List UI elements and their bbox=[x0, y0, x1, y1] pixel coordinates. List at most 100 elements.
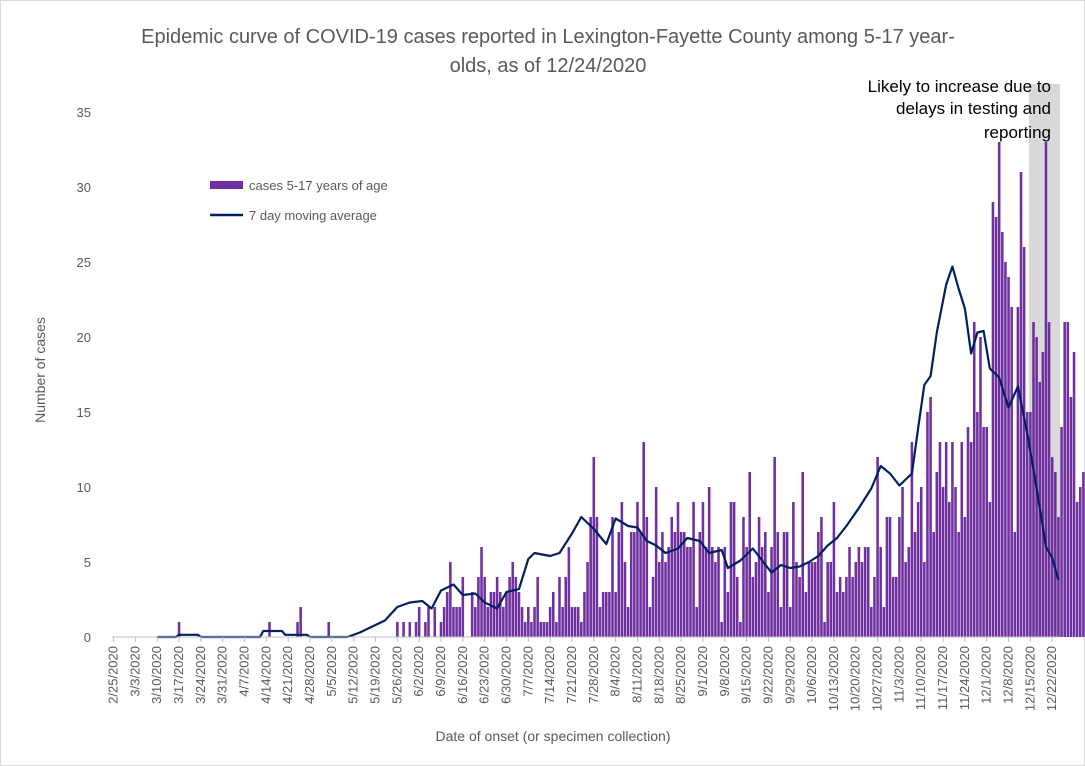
case-bar bbox=[536, 577, 539, 637]
case-bar bbox=[564, 577, 568, 637]
case-bar bbox=[520, 607, 524, 637]
case-bar bbox=[757, 517, 761, 637]
case-bar bbox=[586, 562, 589, 637]
bar-series bbox=[177, 142, 1085, 637]
x-tick-label: 9/15/2020 bbox=[739, 646, 754, 704]
case-bar bbox=[296, 622, 299, 637]
case-bar bbox=[424, 622, 427, 637]
case-bar bbox=[679, 532, 683, 637]
case-bar bbox=[576, 607, 580, 637]
case-bar bbox=[795, 562, 798, 637]
case-bar bbox=[402, 622, 405, 637]
case-bar bbox=[483, 577, 486, 637]
case-bar bbox=[1010, 307, 1013, 637]
case-bar bbox=[474, 607, 477, 637]
x-tick-label: 8/4/2020 bbox=[608, 646, 623, 697]
legend-label-cases: cases 5-17 years of age bbox=[249, 178, 388, 193]
x-tick-label: 10/6/2020 bbox=[804, 646, 819, 704]
case-bar bbox=[873, 577, 876, 637]
case-bar bbox=[408, 622, 412, 637]
case-bar bbox=[1063, 322, 1066, 637]
case-bar bbox=[492, 592, 496, 637]
case-bar bbox=[1013, 532, 1017, 637]
case-bar bbox=[767, 592, 770, 637]
case-bar bbox=[895, 577, 898, 637]
case-bar bbox=[1041, 352, 1045, 637]
x-tick-label: 7/7/2020 bbox=[520, 646, 535, 697]
case-bar bbox=[820, 517, 823, 637]
y-tick-label: 5 bbox=[84, 555, 91, 570]
case-bar bbox=[882, 607, 886, 637]
case-bar bbox=[664, 562, 667, 637]
case-bar bbox=[299, 607, 302, 637]
case-bar bbox=[813, 562, 817, 637]
case-bar bbox=[1069, 397, 1073, 637]
case-bar bbox=[948, 502, 951, 637]
x-tick-label: 9/8/2020 bbox=[717, 646, 732, 697]
case-bar bbox=[866, 547, 870, 637]
case-bar bbox=[717, 547, 720, 637]
case-bar bbox=[327, 622, 331, 637]
y-tick-label: 10 bbox=[77, 480, 91, 495]
case-bar bbox=[533, 607, 536, 637]
case-bar bbox=[667, 547, 670, 637]
x-tick-label: 10/27/2020 bbox=[870, 646, 885, 711]
case-bar bbox=[455, 607, 458, 637]
case-bar bbox=[396, 622, 399, 637]
legend: cases 5-17 years of age 7 day moving ave… bbox=[210, 178, 388, 223]
case-bar bbox=[682, 532, 686, 637]
moving-average-line bbox=[157, 265, 1060, 639]
case-bar bbox=[919, 487, 923, 637]
case-bar bbox=[779, 607, 783, 637]
x-tick-label: 7/14/2020 bbox=[542, 646, 557, 704]
x-tick-label: 11/10/2020 bbox=[913, 646, 928, 710]
x-tick-label: 6/23/2020 bbox=[477, 646, 492, 704]
case-bar bbox=[994, 217, 998, 637]
case-bar bbox=[648, 607, 652, 637]
x-tick-label: 5/19/2020 bbox=[368, 646, 383, 704]
case-bar bbox=[841, 592, 845, 637]
case-bar bbox=[754, 562, 758, 637]
case-bar bbox=[477, 577, 480, 637]
case-bar bbox=[941, 487, 945, 637]
case-bar bbox=[726, 592, 730, 637]
x-tick-label: 11/17/2020 bbox=[935, 646, 950, 710]
case-bar bbox=[651, 577, 655, 637]
case-bar bbox=[923, 562, 926, 637]
case-bar bbox=[879, 547, 882, 637]
x-tick-label: 6/30/2020 bbox=[499, 646, 514, 704]
case-bar bbox=[863, 547, 867, 637]
case-bar bbox=[645, 517, 649, 637]
case-bar bbox=[614, 592, 617, 637]
case-bar bbox=[567, 547, 571, 637]
case-bar bbox=[508, 577, 511, 637]
case-bar bbox=[555, 622, 558, 637]
x-axis-ticks: 2/25/2020 3/3/2020 3/10/2020 3/17/2020 3/24/… bbox=[106, 637, 1059, 711]
case-bar bbox=[976, 412, 979, 637]
y-tick-label: 0 bbox=[84, 630, 91, 645]
case-bar bbox=[636, 502, 639, 637]
case-bar bbox=[511, 562, 514, 637]
case-bar bbox=[785, 532, 789, 637]
case-bar bbox=[598, 607, 602, 637]
case-bar bbox=[997, 142, 1001, 637]
case-bar bbox=[907, 547, 911, 637]
x-tick-label: 8/11/2020 bbox=[630, 646, 645, 703]
case-bar bbox=[960, 442, 964, 637]
case-bar bbox=[751, 577, 755, 637]
case-bar bbox=[957, 532, 960, 637]
case-bar bbox=[1022, 247, 1026, 637]
x-tick-label: 8/18/2020 bbox=[651, 646, 666, 704]
case-bar bbox=[633, 532, 636, 637]
x-tick-label: 9/1/2020 bbox=[695, 646, 710, 697]
case-bar bbox=[913, 532, 917, 637]
case-bar bbox=[972, 322, 976, 637]
case-bar bbox=[1054, 472, 1057, 637]
case-bar bbox=[792, 502, 795, 637]
case-bar bbox=[1044, 142, 1048, 637]
y-tick-label: 35 bbox=[77, 105, 91, 120]
case-bar bbox=[804, 592, 808, 637]
case-bar bbox=[1016, 307, 1020, 637]
